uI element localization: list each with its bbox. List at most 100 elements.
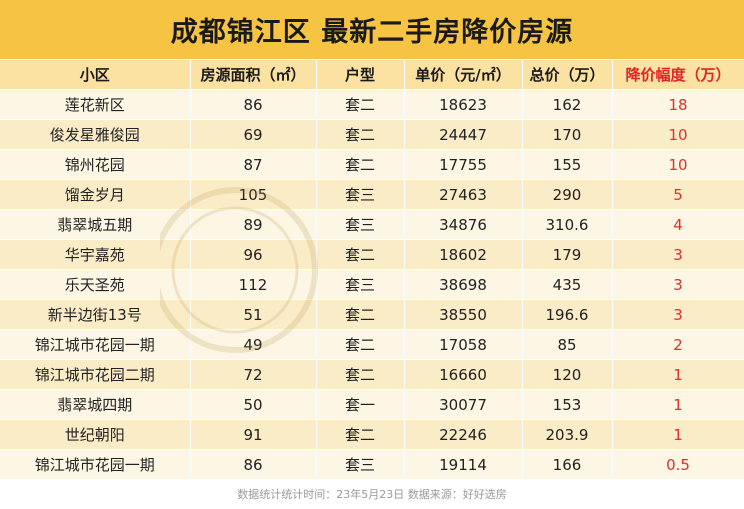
cell-layout: 套三 xyxy=(316,179,405,210)
table-row: 华宇嘉苑 96 套二 18602 179 3 xyxy=(0,239,744,270)
table-row: 翡翠城四期 50 套一 30077 153 1 xyxy=(0,389,744,420)
table-row: 锦江城市花园一期 49 套二 17058 85 2 xyxy=(0,329,744,360)
cell-price-drop: 4 xyxy=(612,209,744,240)
cell-unit-price: 24447 xyxy=(404,119,523,150)
cell-community: 锦江城市花园一期 xyxy=(0,449,191,480)
cell-unit-price: 38698 xyxy=(404,269,523,300)
cell-community: 乐天圣苑 xyxy=(0,269,191,300)
column-header-total-price: 总价（万） xyxy=(522,60,613,90)
cell-area: 87 xyxy=(190,149,317,180)
cell-unit-price: 30077 xyxy=(404,389,523,420)
cell-unit-price: 27463 xyxy=(404,179,523,210)
listing-table-wrap: 小区 房源面积（㎡） 户型 单价（元/㎡） 总价（万） 降价幅度（万） 莲花新区… xyxy=(0,60,744,480)
cell-price-drop: 3 xyxy=(612,299,744,330)
cell-total-price: 203.9 xyxy=(522,419,613,450)
table-row: 世纪朝阳 91 套二 22246 203.9 1 xyxy=(0,419,744,450)
cell-area: 49 xyxy=(190,329,317,360)
cell-layout: 套二 xyxy=(316,359,405,390)
cell-unit-price: 17755 xyxy=(404,149,523,180)
cell-price-drop: 1 xyxy=(612,359,744,390)
cell-total-price: 162 xyxy=(522,89,613,120)
cell-unit-price: 38550 xyxy=(404,299,523,330)
cell-total-price: 290 xyxy=(522,179,613,210)
table-row: 锦江城市花园一期 86 套三 19114 166 0.5 xyxy=(0,449,744,480)
cell-total-price: 179 xyxy=(522,239,613,270)
column-header-price-drop: 降价幅度（万） xyxy=(612,60,744,90)
column-header-unit-price: 单价（元/㎡） xyxy=(404,60,523,90)
cell-area: 50 xyxy=(190,389,317,420)
cell-price-drop: 2 xyxy=(612,329,744,360)
table-row: 新半边街13号 51 套二 38550 196.6 3 xyxy=(0,299,744,330)
cell-total-price: 120 xyxy=(522,359,613,390)
cell-unit-price: 17058 xyxy=(404,329,523,360)
cell-community: 馏金岁月 xyxy=(0,179,191,210)
cell-layout: 套二 xyxy=(316,419,405,450)
cell-total-price: 310.6 xyxy=(522,209,613,240)
cell-total-price: 166 xyxy=(522,449,613,480)
cell-area: 72 xyxy=(190,359,317,390)
cell-community: 锦江城市花园一期 xyxy=(0,329,191,360)
cell-community: 翡翠城五期 xyxy=(0,209,191,240)
cell-total-price: 155 xyxy=(522,149,613,180)
cell-community: 新半边街13号 xyxy=(0,299,191,330)
cell-unit-price: 18623 xyxy=(404,89,523,120)
cell-layout: 套二 xyxy=(316,149,405,180)
table-row: 锦州花园 87 套二 17755 155 10 xyxy=(0,149,744,180)
cell-price-drop: 18 xyxy=(612,89,744,120)
cell-community: 莲花新区 xyxy=(0,89,191,120)
cell-price-drop: 3 xyxy=(612,269,744,300)
cell-community: 锦州花园 xyxy=(0,149,191,180)
cell-layout: 套一 xyxy=(316,389,405,420)
cell-price-drop: 10 xyxy=(612,149,744,180)
cell-area: 86 xyxy=(190,89,317,120)
cell-area: 89 xyxy=(190,209,317,240)
cell-layout: 套二 xyxy=(316,89,405,120)
table-row: 乐天圣苑 112 套三 38698 435 3 xyxy=(0,269,744,300)
cell-layout: 套三 xyxy=(316,209,405,240)
footer-source-note: 数据统计统计时间：23年5月23日 数据来源：好好选房 xyxy=(0,479,744,509)
column-header-area: 房源面积（㎡） xyxy=(190,60,317,90)
table-row: 俊发星雅俊园 69 套二 24447 170 10 xyxy=(0,119,744,150)
cell-total-price: 435 xyxy=(522,269,613,300)
cell-community: 锦江城市花园二期 xyxy=(0,359,191,390)
cell-layout: 套三 xyxy=(316,269,405,300)
cell-unit-price: 16660 xyxy=(404,359,523,390)
page-title: 成都锦江区 最新二手房降价房源 xyxy=(0,0,744,59)
cell-layout: 套二 xyxy=(316,299,405,330)
cell-area: 105 xyxy=(190,179,317,210)
cell-total-price: 85 xyxy=(522,329,613,360)
table-body: 莲花新区 86 套二 18623 162 18 俊发星雅俊园 69 套二 24447 170 10 锦州… xyxy=(0,89,744,480)
cell-total-price: 153 xyxy=(522,389,613,420)
cell-unit-price: 22246 xyxy=(404,419,523,450)
cell-price-drop: 1 xyxy=(612,419,744,450)
cell-community: 华宇嘉苑 xyxy=(0,239,191,270)
cell-area: 112 xyxy=(190,269,317,300)
cell-price-drop: 10 xyxy=(612,119,744,150)
table-row: 锦江城市花园二期 72 套二 16660 120 1 xyxy=(0,359,744,390)
column-header-community: 小区 xyxy=(0,60,191,90)
cell-area: 69 xyxy=(190,119,317,150)
table-row: 馏金岁月 105 套三 27463 290 5 xyxy=(0,179,744,210)
cell-area: 86 xyxy=(190,449,317,480)
cell-layout: 套三 xyxy=(316,449,405,480)
cell-area: 91 xyxy=(190,419,317,450)
listing-table: 小区 房源面积（㎡） 户型 单价（元/㎡） 总价（万） 降价幅度（万） 莲花新区… xyxy=(0,60,744,480)
cell-layout: 套二 xyxy=(316,329,405,360)
table-row: 翡翠城五期 89 套三 34876 310.6 4 xyxy=(0,209,744,240)
table-row: 莲花新区 86 套二 18623 162 18 xyxy=(0,89,744,120)
cell-community: 世纪朝阳 xyxy=(0,419,191,450)
cell-area: 96 xyxy=(190,239,317,270)
cell-total-price: 196.6 xyxy=(522,299,613,330)
cell-unit-price: 19114 xyxy=(404,449,523,480)
cell-unit-price: 18602 xyxy=(404,239,523,270)
cell-total-price: 170 xyxy=(522,119,613,150)
cell-price-drop: 3 xyxy=(612,239,744,270)
column-header-layout: 户型 xyxy=(316,60,405,90)
cell-price-drop: 0.5 xyxy=(612,449,744,480)
cell-area: 51 xyxy=(190,299,317,330)
cell-price-drop: 1 xyxy=(612,389,744,420)
cell-price-drop: 5 xyxy=(612,179,744,210)
table-header-row: 小区 房源面积（㎡） 户型 单价（元/㎡） 总价（万） 降价幅度（万） xyxy=(0,60,744,90)
cell-layout: 套二 xyxy=(316,119,405,150)
cell-layout: 套二 xyxy=(316,239,405,270)
